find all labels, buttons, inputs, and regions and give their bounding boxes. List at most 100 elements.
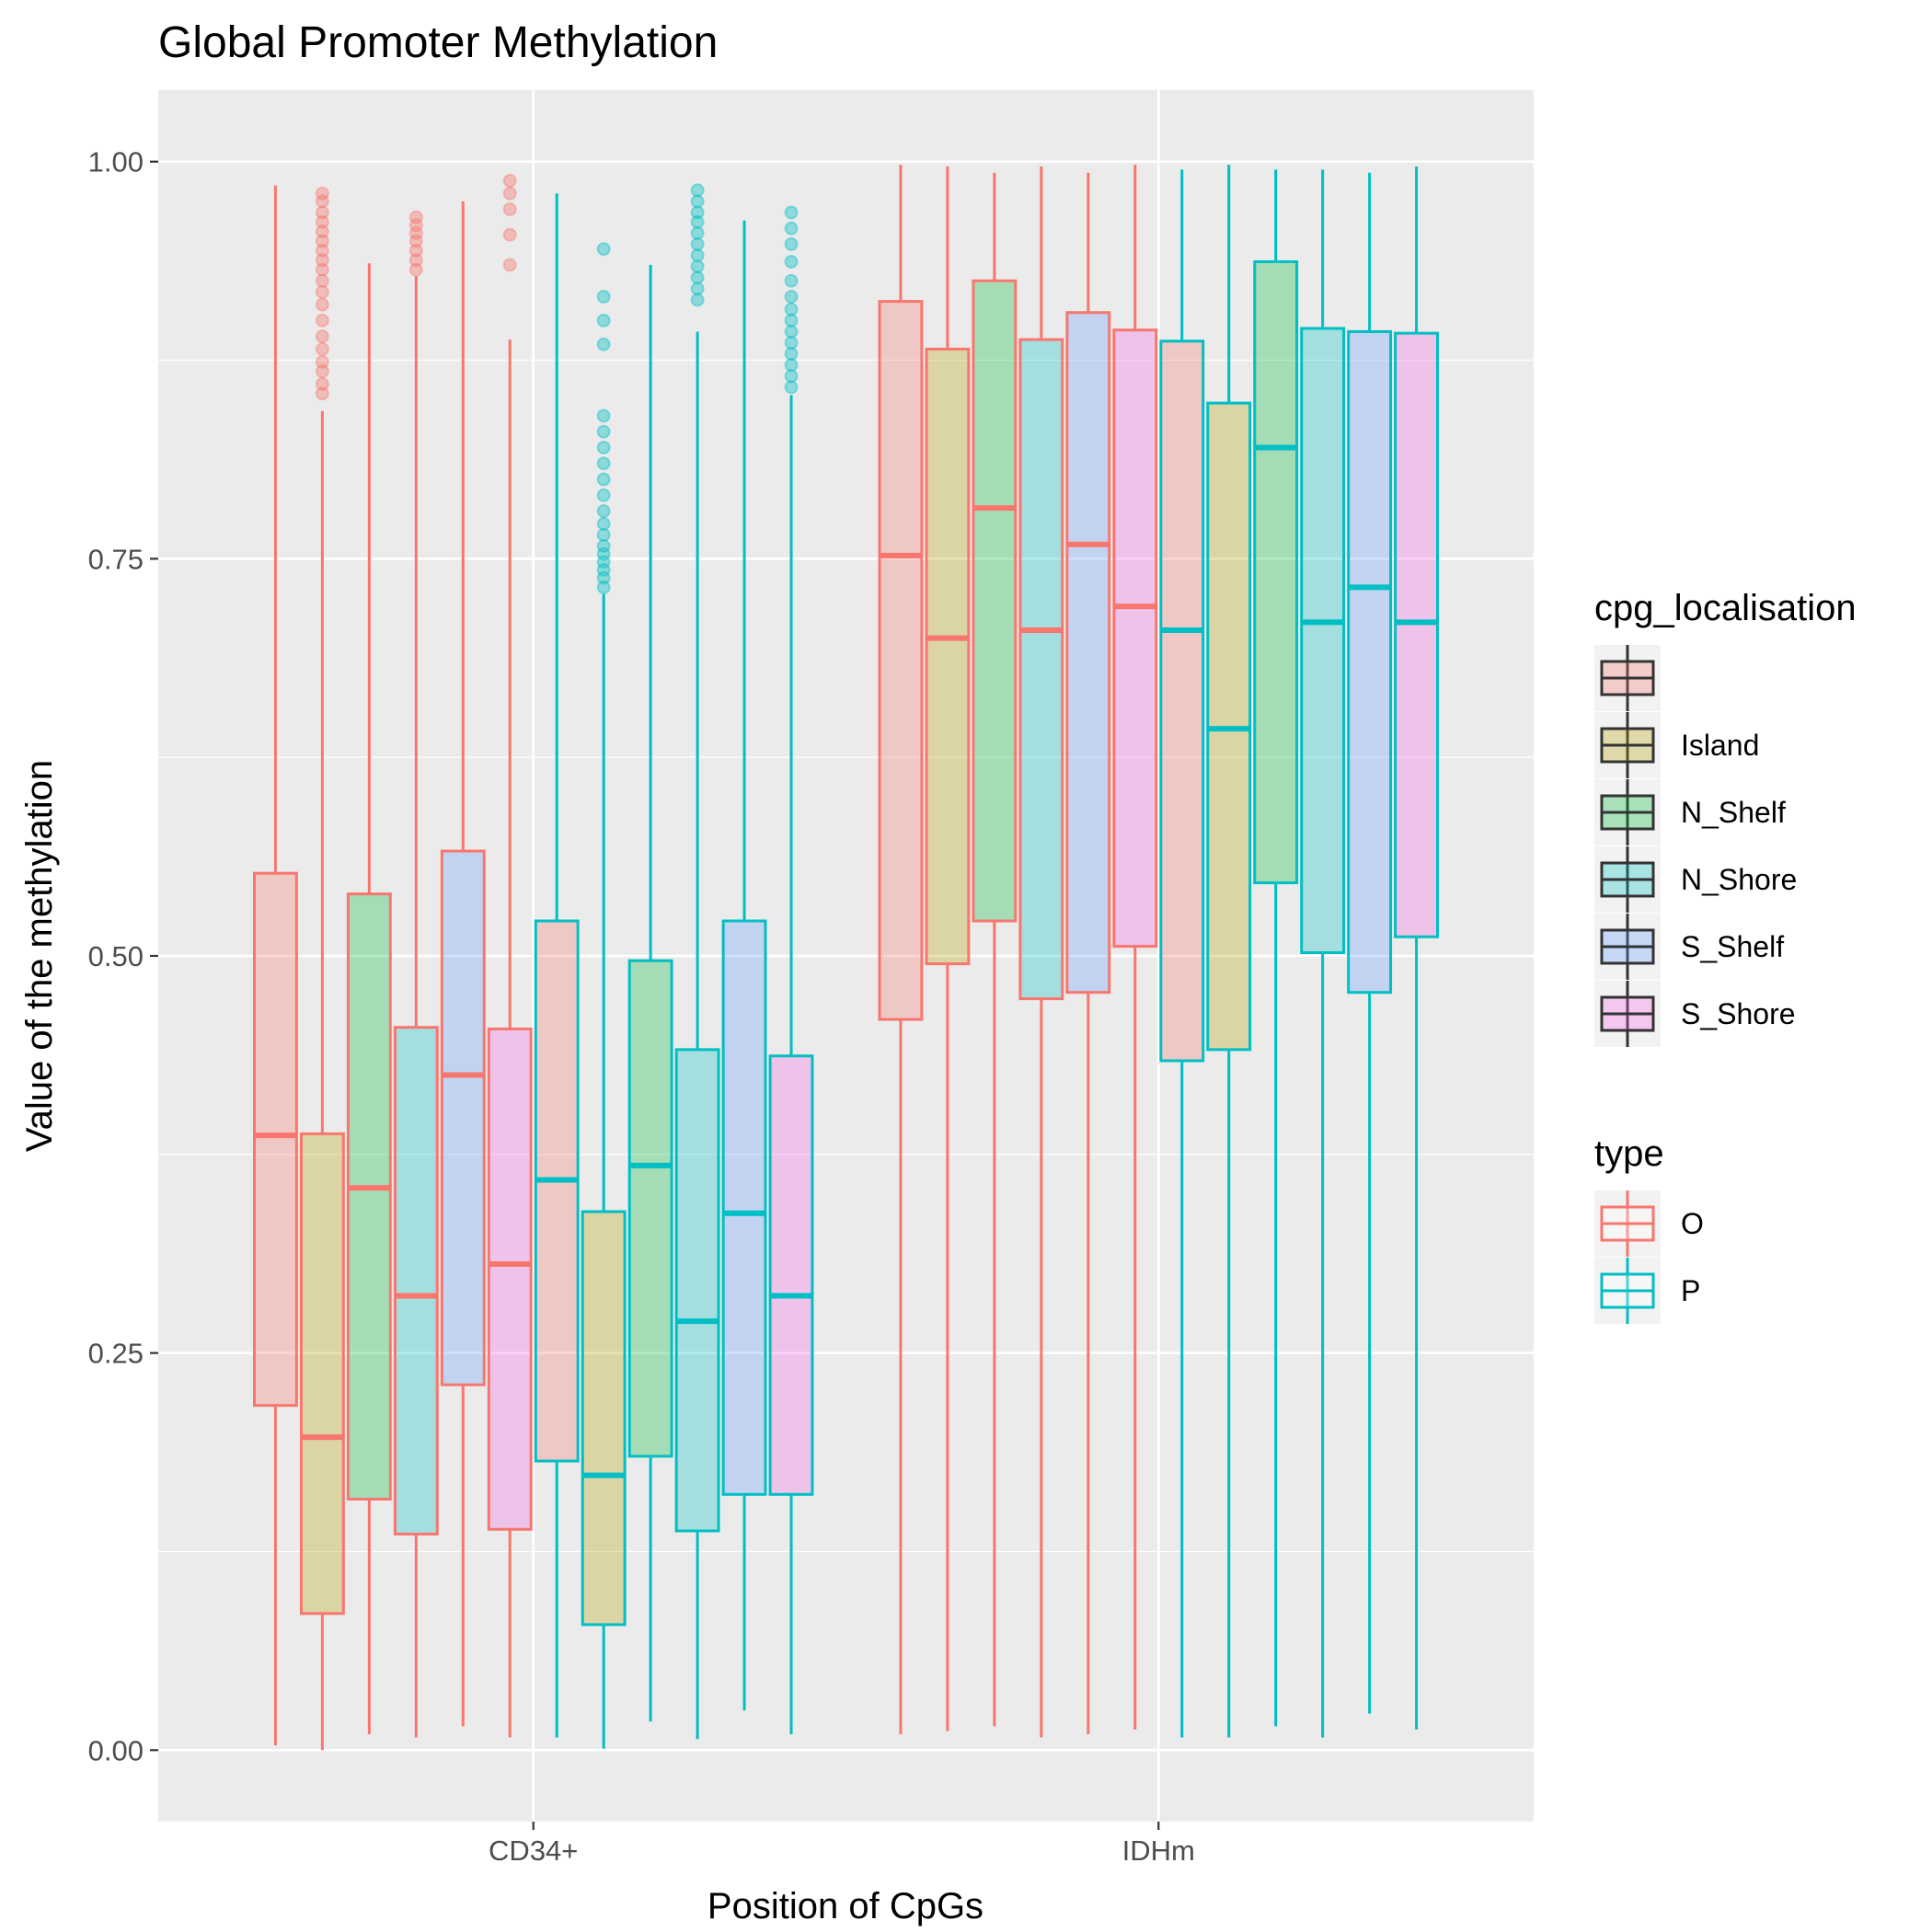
- y-tick-label: 0.25: [88, 1338, 144, 1370]
- outlier-point: [596, 562, 611, 577]
- box-CD34+-O-S_Shore: [487, 173, 533, 1738]
- outlier-point: [315, 284, 329, 299]
- outlier-point: [315, 214, 329, 229]
- outlier-point: [784, 313, 799, 328]
- outlier-point: [784, 236, 799, 251]
- outlier-point: [784, 380, 799, 395]
- legend-key: [1594, 712, 1661, 778]
- outlier-point: [690, 194, 705, 209]
- legend-label: Island: [1681, 729, 1759, 762]
- outlier-point: [502, 227, 517, 242]
- legend-key: [1594, 981, 1661, 1047]
- outlier-point: [596, 440, 611, 454]
- box-CD34+-P-N_Shore: [674, 183, 720, 1740]
- box-CD34+-O-S_Shelf: [440, 201, 486, 1727]
- box-IDHm-P-blank: [1159, 169, 1205, 1738]
- boxplot-marks: [252, 165, 1440, 1751]
- outlier-point: [596, 472, 611, 487]
- box-iqr: [768, 1054, 814, 1496]
- box-IDHm-O-Island: [925, 166, 971, 1731]
- box-iqr: [1253, 259, 1299, 885]
- box-CD34+-P-S_Shelf: [721, 220, 767, 1711]
- box-IDHm-O-blank: [878, 165, 924, 1735]
- box-iqr: [1065, 311, 1111, 995]
- legend-key: [1594, 1190, 1661, 1257]
- outlier-point: [690, 270, 705, 285]
- legend-title: type: [1594, 1133, 1664, 1174]
- legend-key: [1594, 914, 1661, 980]
- outlier-point: [408, 262, 423, 277]
- outlier-point: [596, 408, 611, 423]
- y-tick-label: 0.50: [88, 940, 144, 972]
- box-CD34+-O-N_Shore: [393, 210, 439, 1738]
- outlier-point: [315, 194, 329, 209]
- y-axis-title: Value of the methylation: [19, 760, 60, 1152]
- y-tick-label: 1.00: [88, 146, 144, 178]
- outlier-point: [315, 262, 329, 277]
- box-iqr: [1300, 327, 1346, 955]
- outlier-point: [315, 297, 329, 312]
- outlier-point: [784, 221, 799, 236]
- outlier-point: [408, 253, 423, 268]
- outlier-point: [315, 376, 329, 391]
- legend-label: N_Shore: [1681, 863, 1797, 896]
- box-CD34+-P-S_Shore: [768, 205, 814, 1735]
- outlier-point: [784, 358, 799, 373]
- outlier-point: [596, 539, 611, 554]
- outlier-point: [315, 341, 329, 356]
- outlier-point: [596, 289, 611, 304]
- legend-label: N_Shelf: [1681, 796, 1786, 829]
- outlier-point: [690, 236, 705, 251]
- outlier-point: [315, 186, 329, 201]
- outlier-point: [502, 173, 517, 188]
- box-iqr: [440, 849, 486, 1386]
- box-IDHm-P-N_Shore: [1300, 169, 1346, 1738]
- box-iqr: [1018, 338, 1064, 1001]
- box-iqr: [721, 919, 767, 1496]
- x-axis-title: Position of CpGs: [707, 1886, 983, 1926]
- box-IDHm-O-S_Shore: [1112, 165, 1158, 1730]
- outlier-point: [315, 273, 329, 288]
- outlier-point: [690, 225, 705, 240]
- outlier-point: [596, 313, 611, 328]
- outlier-point: [408, 234, 423, 248]
- x-tick-label: CD34+: [489, 1834, 578, 1867]
- y-tick-label: 0.75: [88, 543, 144, 575]
- outlier-point: [315, 386, 329, 401]
- y-tick-label: 0.00: [88, 1734, 144, 1766]
- box-iqr: [627, 959, 673, 1458]
- y-axis: 0.00 0.25 0.50 0.75 1.00: [88, 146, 158, 1766]
- box-iqr: [252, 871, 298, 1408]
- outlier-point: [502, 201, 517, 216]
- chart-title: Global Promoter Methylation: [158, 18, 718, 67]
- outlier-point: [596, 546, 611, 561]
- box-iqr: [487, 1027, 533, 1531]
- box-iqr: [878, 300, 924, 1021]
- box-iqr: [299, 1132, 345, 1616]
- outlier-point: [596, 424, 611, 439]
- legend-key: [1594, 1258, 1661, 1324]
- outlier-point: [596, 580, 611, 594]
- box-iqr: [925, 347, 971, 966]
- outlier-point: [315, 354, 329, 369]
- outlier-point: [596, 555, 611, 569]
- outlier-point: [502, 258, 517, 272]
- legend-title: cpg_localisation: [1594, 588, 1857, 628]
- grid-lines: [158, 90, 1534, 1822]
- outlier-point: [315, 205, 329, 220]
- outlier-point: [315, 234, 329, 248]
- outlier-point: [315, 329, 329, 344]
- outlier-point: [784, 324, 799, 339]
- outlier-point: [784, 369, 799, 384]
- box-CD34+-O-blank: [252, 185, 298, 1746]
- outlier-point: [502, 186, 517, 201]
- outlier-point: [690, 248, 705, 263]
- box-iqr: [346, 892, 392, 1501]
- outlier-point: [408, 225, 423, 240]
- outlier-point: [596, 516, 611, 531]
- outlier-point: [690, 282, 705, 296]
- box-iqr: [393, 1026, 439, 1535]
- outlier-point: [690, 183, 705, 198]
- outlier-point: [784, 273, 799, 288]
